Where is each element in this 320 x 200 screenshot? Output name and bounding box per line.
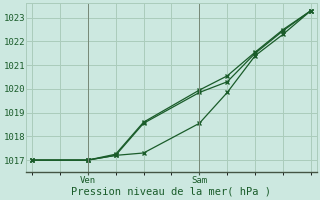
X-axis label: Pression niveau de la mer( hPa ): Pression niveau de la mer( hPa ) [71,187,271,197]
